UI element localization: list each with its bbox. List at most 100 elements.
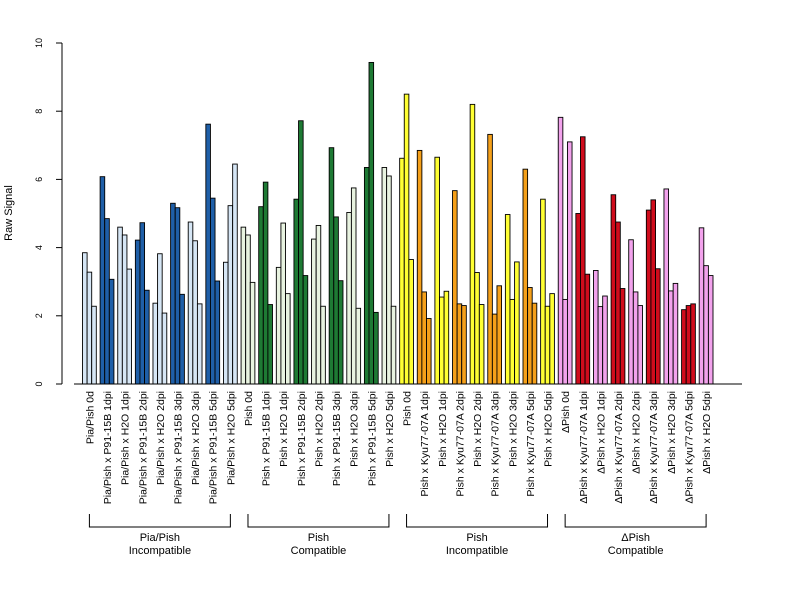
bar <box>350 187 357 385</box>
bar <box>443 290 450 385</box>
bar <box>161 312 168 385</box>
bar <box>645 209 652 385</box>
bar <box>602 295 608 385</box>
x-tick-label: Pish 0d <box>243 391 255 426</box>
bar <box>134 239 141 385</box>
x-tick-label: Pish 0d <box>402 391 414 426</box>
bar <box>469 103 476 385</box>
x-tick-label: Pish x Kyu77-07A 1dpi <box>419 391 431 497</box>
bar <box>707 275 714 385</box>
bar <box>152 302 159 385</box>
x-tick-label: Pish x H2O 3dpi <box>349 391 361 467</box>
x-tick-label: ΔPish x Kyu77-07A 1dpi <box>578 391 590 504</box>
bar <box>487 133 493 385</box>
group-label: Compatible <box>608 545 664 557</box>
bar <box>262 181 269 385</box>
x-tick-label: Pish x Kyu77-07A 5dpi <box>525 391 537 497</box>
bar <box>328 147 335 385</box>
bar <box>311 238 317 385</box>
bar <box>549 293 555 385</box>
bar <box>108 278 115 385</box>
y-axis-label: Raw Signal <box>3 185 15 241</box>
x-tick-label: Pish x H2O 5dpi <box>543 391 555 467</box>
bar <box>531 302 538 385</box>
x-tick-label: ΔPish x H2O 1dpi <box>595 391 607 474</box>
bar <box>474 272 480 385</box>
bar <box>302 275 309 385</box>
x-tick-label: ΔPish x H2O 3dpi <box>666 391 678 474</box>
bar <box>223 261 229 385</box>
x-tick-label: Pia/Pish x H2O 5dpi <box>225 391 237 485</box>
x-tick-label: Pia/Pish x P91-15B 2dpi <box>137 391 149 504</box>
bar <box>593 270 599 385</box>
bar <box>619 288 626 385</box>
bar <box>315 224 322 385</box>
x-tick-label: Pish x P91-15B 2dpi <box>296 391 308 486</box>
y-tick-label: 4 <box>34 245 44 250</box>
bar <box>421 291 427 385</box>
bar <box>509 298 516 385</box>
x-tick-label: Pish x H2O 2dpi <box>472 391 484 467</box>
bar <box>566 141 573 385</box>
bar <box>663 188 670 385</box>
group-label: Incompatible <box>446 545 508 557</box>
bar <box>504 214 511 385</box>
x-tick-label: Pish x H2O 1dpi <box>437 391 449 467</box>
y-axis: 0 2 4 6 8 10 <box>34 38 63 387</box>
x-tick-label: ΔPish x H2O 5dpi <box>701 391 713 474</box>
bar <box>514 261 520 385</box>
bar <box>390 305 397 385</box>
bar <box>637 305 643 385</box>
bar <box>575 213 581 385</box>
bar <box>580 136 586 385</box>
bar <box>632 291 639 385</box>
group-label: Pia/Pish <box>140 532 180 544</box>
bar <box>456 303 463 385</box>
bar <box>439 296 445 385</box>
bar <box>337 280 344 385</box>
bar <box>104 218 110 385</box>
bar <box>86 271 93 385</box>
bar <box>285 293 291 385</box>
bar <box>416 149 423 385</box>
x-tick-label: Pish x H2O 3dpi <box>507 391 519 467</box>
bar <box>452 190 458 385</box>
bar <box>408 259 414 385</box>
bar <box>668 290 674 385</box>
bar <box>610 194 617 385</box>
group-brackets: Pia/PishIncompatiblePishCompatiblePishIn… <box>88 514 707 557</box>
x-tick-label: Pish x P91-15B 5dpi <box>366 391 378 486</box>
bar <box>179 293 185 385</box>
x-tick-label: ΔPish x Kyu77-07A 3dpi <box>648 391 660 504</box>
bar <box>170 202 176 385</box>
bar <box>245 234 251 385</box>
bar <box>355 307 362 385</box>
bar <box>681 309 687 385</box>
group-bracket <box>88 514 231 528</box>
bar <box>650 199 656 385</box>
x-tick-label: ΔPish x Kyu77-07A 2dpi <box>613 391 625 504</box>
bar <box>426 318 432 385</box>
x-tick-labels: Pia/Pish 0d Pia/Pish x P91-15B 1dpi Pia/Pi… <box>84 391 713 504</box>
group-label: Incompatible <box>129 545 191 557</box>
bar <box>690 303 696 385</box>
bar <box>584 273 591 385</box>
bar <box>381 167 388 385</box>
bar <box>478 304 485 385</box>
bar <box>461 305 467 385</box>
bar <box>275 266 282 385</box>
bar <box>703 265 709 385</box>
bar <box>232 163 238 385</box>
bar <box>655 268 661 385</box>
y-tick-label: 2 <box>34 313 44 318</box>
group-bracket <box>247 514 390 528</box>
bar <box>434 156 440 385</box>
x-tick-label: Pia/Pish x H2O 1dpi <box>120 391 132 485</box>
x-tick-label: ΔPish 0d <box>560 391 572 433</box>
x-tick-label: Pish x Kyu77-07A 3dpi <box>490 391 502 497</box>
group-label: Pish <box>308 532 329 544</box>
x-tick-label: Pia/Pish 0d <box>84 391 96 444</box>
bar <box>698 227 705 385</box>
y-tick-label: 0 <box>34 381 44 386</box>
bar <box>562 298 568 385</box>
